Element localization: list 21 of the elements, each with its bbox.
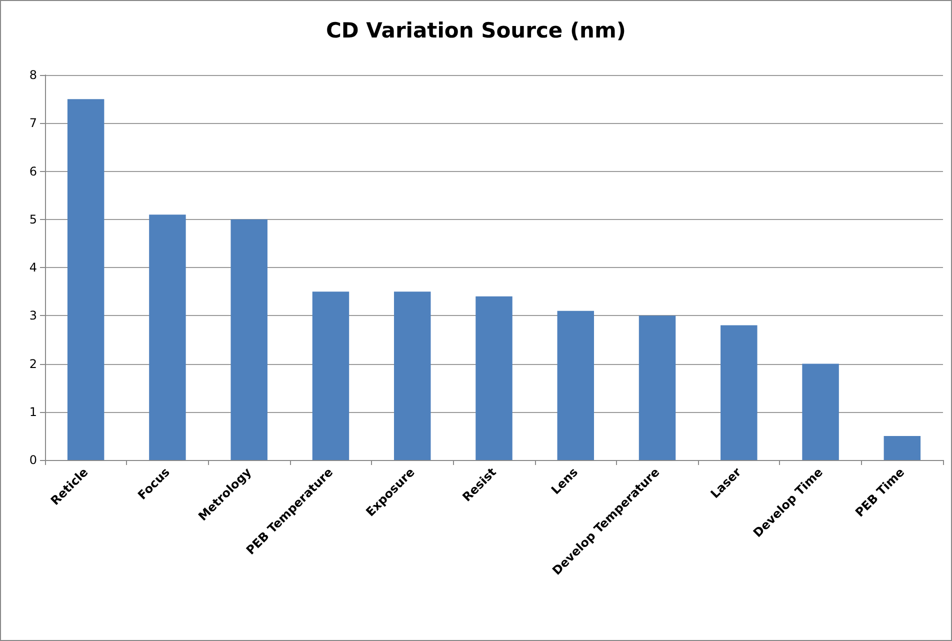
bar	[476, 296, 512, 460]
bar	[312, 292, 350, 460]
y-tick-label: 7	[29, 116, 37, 130]
bar	[638, 316, 676, 460]
bar	[394, 292, 431, 460]
y-tick-label: 5	[29, 212, 37, 226]
bar	[802, 364, 839, 460]
y-tick-label: 8	[29, 68, 37, 82]
y-tick-label: 0	[29, 453, 37, 467]
bar	[67, 99, 104, 460]
bar	[230, 219, 268, 460]
bar	[557, 310, 594, 460]
y-tick-label: 2	[29, 356, 37, 371]
bar	[720, 325, 758, 460]
bar	[149, 214, 186, 460]
chart-title: CD Variation Source (nm)	[326, 18, 626, 42]
y-tick-label: 3	[29, 308, 37, 323]
y-tick-label: 1	[29, 404, 37, 419]
y-tick-label: 6	[29, 164, 37, 178]
y-tick-label: 4	[29, 260, 37, 274]
bar	[884, 436, 921, 460]
